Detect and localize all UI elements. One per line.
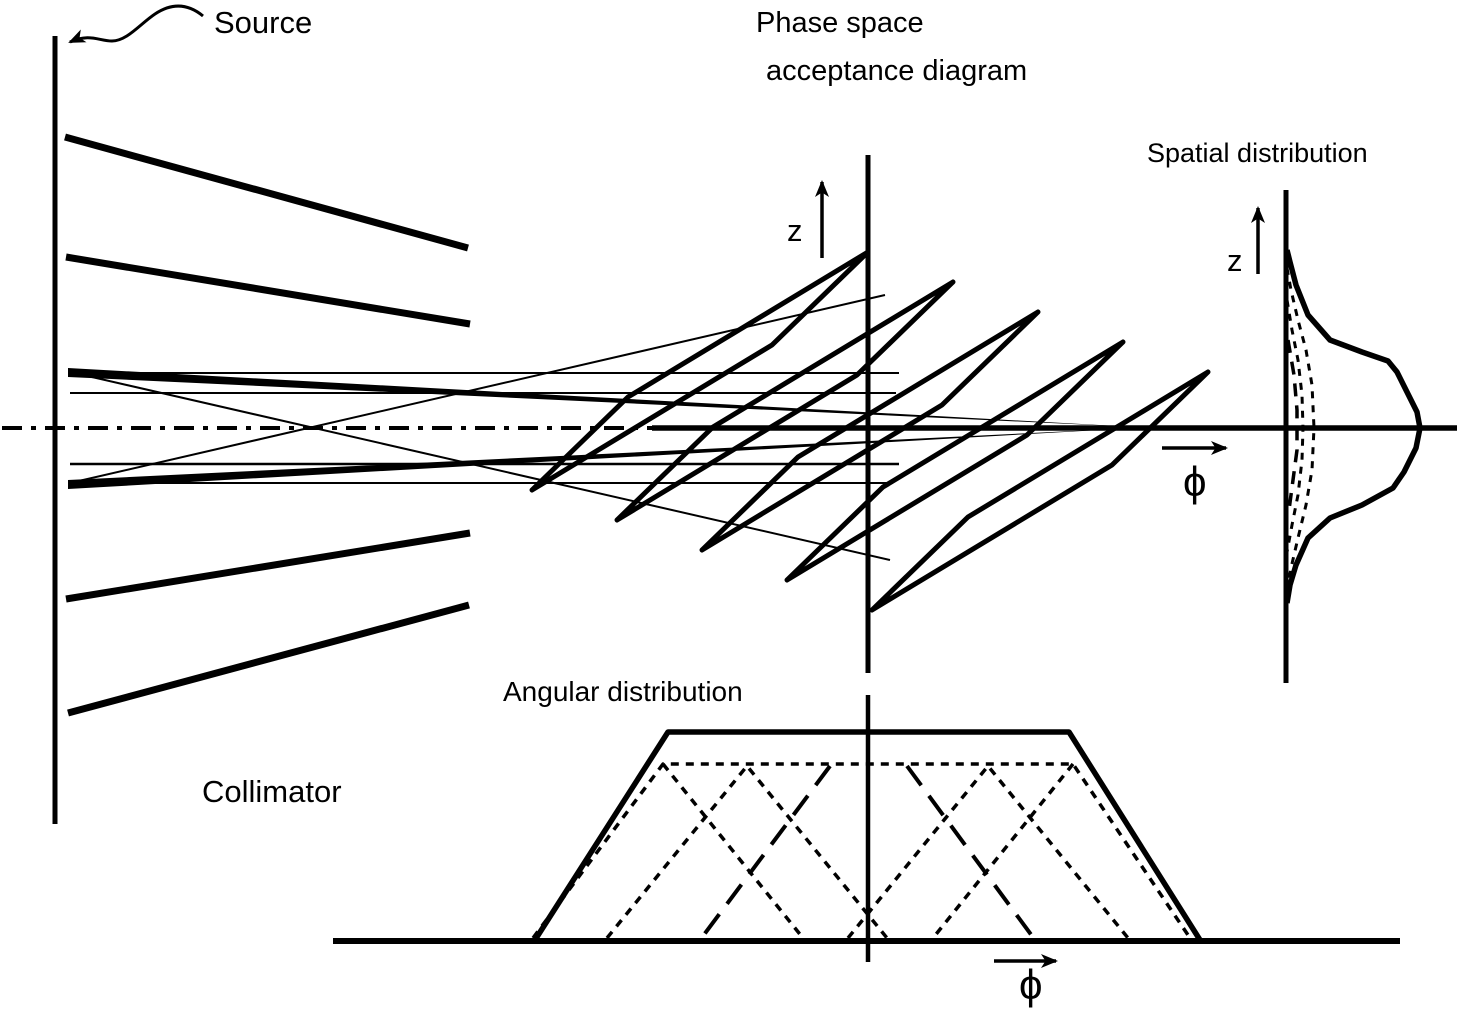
angular-dashed-trapezoid [531,762,1192,940]
angular-channel4-triangle [846,764,1130,940]
angular-center-left-side [698,764,832,942]
collimator-blade-3 [68,368,1135,427]
ray-diagonal-up [69,294,886,484]
angular-channel1-right-side [661,762,805,940]
phase-phi-label: ϕ [1183,458,1207,505]
acceptance-parallelogram-1 [529,249,871,493]
phase-z-label: z [787,213,803,248]
angular-phi-label: ϕ [1019,961,1043,1008]
angular-channel5-left-side [931,762,1075,940]
acceptance-parallelogram-2 [614,279,956,523]
collimator-label: Collimator [202,774,342,809]
angular-title: Angular distribution [503,676,743,707]
spatial-total-curve [1284,249,1423,604]
ray-diagonal-down [69,371,891,561]
acceptance-parallelogram-5 [869,369,1211,613]
source-pointer-squiggle [68,4,204,44]
source-label: Source [214,5,312,40]
spatial-component-curve-narrow [1285,299,1305,553]
phase-title-line2: acceptance diagram [766,55,1027,87]
collimator-blade-5 [65,529,471,603]
spatial-component-curve-center [1286,339,1299,511]
acceptance-parallelogram-4 [784,339,1126,583]
spatial-title: Spatial distribution [1147,138,1368,168]
phase-title-line1: Phase space [756,7,924,39]
acceptance-parallelogram-3 [699,309,1041,553]
angular-center-right-side [905,764,1037,942]
collimator-blade-6 [67,601,470,717]
collimator-blade-1 [64,133,469,252]
spatial-z-label: z [1227,243,1243,278]
spatial-component-curve-wide [1285,267,1316,591]
collimator-blade-4 [68,428,1135,489]
angular-total-trapezoid [532,729,1203,942]
angular-channel2-triangle [605,764,889,940]
collimator-blade-2 [65,253,471,328]
